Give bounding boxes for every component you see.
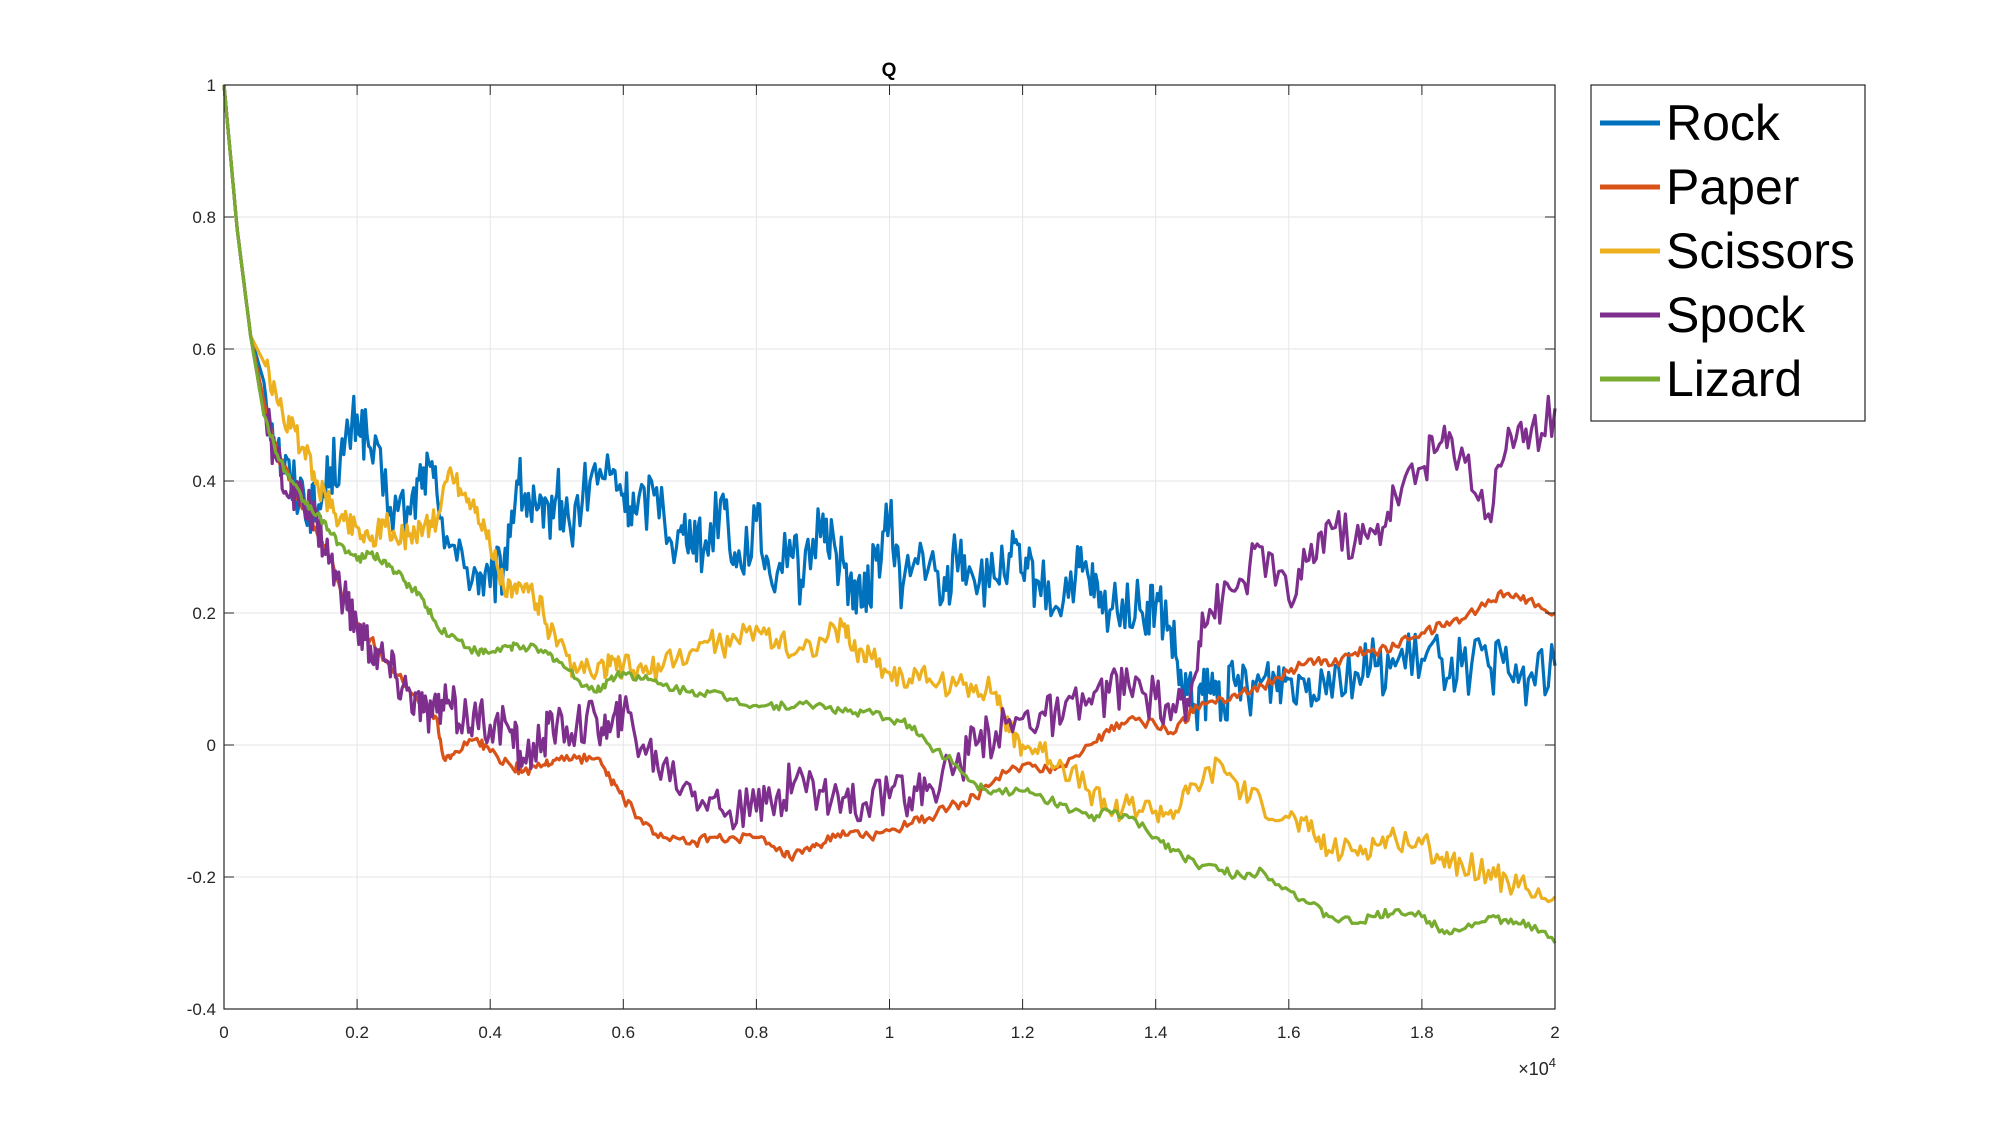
x-axis: 0 0.2 0.4 0.6 0.8 1 1.2 1.4 1.6 1.8 2 (219, 85, 1560, 1042)
x-tick-label: 2 (1550, 1023, 1559, 1042)
y-tick-label: -0.2 (187, 868, 216, 887)
y-axis: -0.4 -0.2 0 0.2 0.4 0.6 0.8 1 (187, 76, 1555, 1019)
x-tick-label: 0.2 (345, 1023, 369, 1042)
x-tick-label: 0.6 (611, 1023, 635, 1042)
x-exponent-label: ×104 (1518, 1055, 1556, 1079)
y-tick-label: 0.6 (192, 340, 216, 359)
x-tick-label: 1 (885, 1023, 894, 1042)
x-tick-label: 1.2 (1011, 1023, 1035, 1042)
legend: Rock Paper Scissors Spock Lizard (1590, 84, 1866, 422)
y-tick-label: -0.4 (187, 1000, 216, 1019)
series-line-spock (222, 84, 1557, 831)
x-exponent-power: 4 (1549, 1055, 1556, 1070)
x-tick-label: 0.8 (745, 1023, 769, 1042)
legend-label-lizard: Lizard (1666, 351, 1802, 407)
series-layer (222, 84, 1557, 944)
x-tick-label: 0.4 (478, 1023, 502, 1042)
legend-label-rock: Rock (1666, 95, 1781, 151)
chart-title: Q (882, 60, 897, 81)
series-line-rock (222, 84, 1557, 732)
x-exponent-base: ×10 (1518, 1059, 1549, 1079)
y-tick-label: 0 (207, 736, 216, 755)
legend-label-spock: Spock (1666, 287, 1806, 343)
x-tick-label: 1.4 (1144, 1023, 1168, 1042)
legend-label-scissors: Scissors (1666, 223, 1855, 279)
x-tick-label: 1.8 (1410, 1023, 1434, 1042)
legend-label-paper: Paper (1666, 159, 1799, 215)
y-tick-label: 0.2 (192, 604, 216, 623)
x-tick-label: 1.6 (1277, 1023, 1301, 1042)
y-tick-label: 0.8 (192, 208, 216, 227)
y-tick-label: 1 (207, 76, 216, 95)
series-line-lizard (222, 84, 1557, 944)
y-tick-label: 0.4 (192, 472, 216, 491)
series-line-scissors (222, 84, 1557, 904)
x-tick-label: 0 (219, 1023, 228, 1042)
